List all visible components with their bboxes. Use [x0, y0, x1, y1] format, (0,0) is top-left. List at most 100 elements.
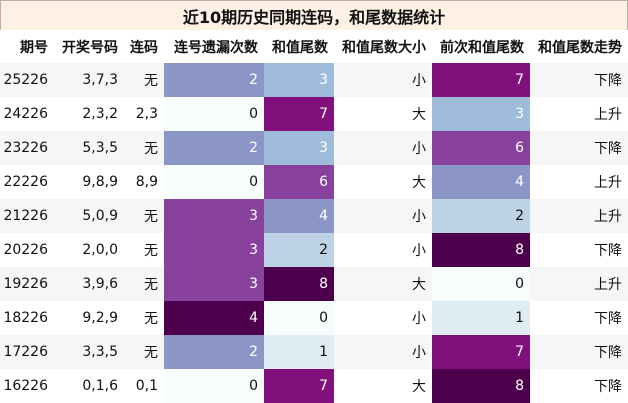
header-sum-tail: 和值尾数 — [264, 30, 334, 63]
table-row: 21226 5,0,9 无 3 4 小 2 上升 — [0, 199, 628, 233]
cell-sum-tail: 6 — [264, 165, 334, 199]
cell-trend: 下降 — [530, 63, 628, 97]
cell-sum-tail: 3 — [264, 131, 334, 165]
cell-lianhao-miss: 2 — [164, 63, 264, 97]
cell-lianma: 无 — [124, 233, 164, 267]
table-row: 25226 3,7,3 无 2 3 小 7 下降 — [0, 63, 628, 97]
cell-trend: 上升 — [530, 199, 628, 233]
cell-size: 大 — [334, 165, 432, 199]
cell-trend: 下降 — [530, 301, 628, 335]
cell-prev-tail: 3 — [432, 97, 530, 131]
cell-lianhao-miss: 4 — [164, 301, 264, 335]
table-row: 23226 5,3,5 无 2 3 小 6 下降 — [0, 131, 628, 165]
cell-size: 小 — [334, 199, 432, 233]
cell-lianma: 无 — [124, 267, 164, 301]
cell-trend: 下降 — [530, 131, 628, 165]
cell-size: 大 — [334, 97, 432, 131]
cell-prev-tail: 8 — [432, 233, 530, 267]
cell-numbers: 9,2,9 — [54, 301, 124, 335]
cell-lianhao-miss: 2 — [164, 335, 264, 369]
cell-issue: 18226 — [0, 301, 54, 335]
cell-lianhao-miss: 3 — [164, 267, 264, 301]
table-row: 17226 3,3,5 无 2 1 小 7 下降 — [0, 335, 628, 369]
header-lianma: 连码 — [124, 30, 164, 63]
cell-size: 小 — [334, 335, 432, 369]
cell-trend: 下降 — [530, 233, 628, 267]
cell-numbers: 3,3,5 — [54, 335, 124, 369]
header-prev-tail: 前次和值尾数 — [432, 30, 530, 63]
cell-size: 大 — [334, 267, 432, 301]
table-body: 25226 3,7,3 无 2 3 小 7 下降 24226 2,3,2 2,3 0 7 大 3 上升 2322… — [0, 63, 628, 403]
table-row: 20226 2,0,0 无 3 2 小 8 下降 — [0, 233, 628, 267]
cell-trend: 上升 — [530, 97, 628, 131]
cell-issue: 20226 — [0, 233, 54, 267]
cell-lianma: 无 — [124, 301, 164, 335]
cell-sum-tail: 8 — [264, 267, 334, 301]
table-title: 近10期历史同期连码，和尾数据统计 — [0, 0, 628, 32]
header-trend: 和值尾数走势 — [530, 30, 628, 63]
table-row: 22226 9,8,9 8,9 0 6 大 4 上升 — [0, 165, 628, 199]
cell-issue: 19226 — [0, 267, 54, 301]
table-row: 16226 0,1,6 0,1 0 7 大 8 下降 — [0, 369, 628, 403]
header-row: 期号 开奖号码 连码 连号遗漏次数 和值尾数 和值尾数大小 前次和值尾数 和值尾… — [0, 30, 628, 63]
cell-issue: 17226 — [0, 335, 54, 369]
cell-lianma: 无 — [124, 199, 164, 233]
cell-prev-tail: 4 — [432, 165, 530, 199]
cell-trend: 下降 — [530, 369, 628, 403]
cell-numbers: 2,0,0 — [54, 233, 124, 267]
cell-prev-tail: 8 — [432, 369, 530, 403]
cell-issue: 23226 — [0, 131, 54, 165]
cell-lianma: 0,1 — [124, 369, 164, 403]
header-issue: 期号 — [0, 30, 54, 63]
cell-prev-tail: 2 — [432, 199, 530, 233]
cell-lianma: 无 — [124, 335, 164, 369]
cell-issue: 24226 — [0, 97, 54, 131]
cell-trend: 上升 — [530, 165, 628, 199]
stats-table: 期号 开奖号码 连码 连号遗漏次数 和值尾数 和值尾数大小 前次和值尾数 和值尾… — [0, 30, 628, 403]
cell-numbers: 5,3,5 — [54, 131, 124, 165]
cell-trend: 上升 — [530, 267, 628, 301]
cell-prev-tail: 0 — [432, 267, 530, 301]
cell-sum-tail: 3 — [264, 63, 334, 97]
cell-lianhao-miss: 2 — [164, 131, 264, 165]
cell-lianhao-miss: 0 — [164, 369, 264, 403]
cell-prev-tail: 6 — [432, 131, 530, 165]
table-row: 24226 2,3,2 2,3 0 7 大 3 上升 — [0, 97, 628, 131]
cell-sum-tail: 7 — [264, 369, 334, 403]
table-row: 18226 9,2,9 无 4 0 小 1 下降 — [0, 301, 628, 335]
cell-numbers: 5,0,9 — [54, 199, 124, 233]
cell-issue: 25226 — [0, 63, 54, 97]
header-size: 和值尾数大小 — [334, 30, 432, 63]
cell-lianma: 8,9 — [124, 165, 164, 199]
cell-size: 小 — [334, 233, 432, 267]
table-row: 19226 3,9,6 无 3 8 大 0 上升 — [0, 267, 628, 301]
cell-sum-tail: 0 — [264, 301, 334, 335]
cell-numbers: 3,9,6 — [54, 267, 124, 301]
cell-issue: 21226 — [0, 199, 54, 233]
cell-lianhao-miss: 3 — [164, 233, 264, 267]
cell-numbers: 0,1,6 — [54, 369, 124, 403]
cell-prev-tail: 1 — [432, 301, 530, 335]
header-lianhao-miss: 连号遗漏次数 — [164, 30, 264, 63]
cell-prev-tail: 7 — [432, 335, 530, 369]
cell-lianma: 无 — [124, 63, 164, 97]
cell-sum-tail: 7 — [264, 97, 334, 131]
cell-size: 小 — [334, 131, 432, 165]
cell-numbers: 9,8,9 — [54, 165, 124, 199]
cell-numbers: 2,3,2 — [54, 97, 124, 131]
cell-size: 小 — [334, 301, 432, 335]
header-numbers: 开奖号码 — [54, 30, 124, 63]
cell-trend: 下降 — [530, 335, 628, 369]
cell-size: 大 — [334, 369, 432, 403]
cell-prev-tail: 7 — [432, 63, 530, 97]
cell-lianma: 2,3 — [124, 97, 164, 131]
cell-issue: 22226 — [0, 165, 54, 199]
cell-numbers: 3,7,3 — [54, 63, 124, 97]
cell-sum-tail: 1 — [264, 335, 334, 369]
cell-lianhao-miss: 0 — [164, 97, 264, 131]
cell-lianhao-miss: 3 — [164, 199, 264, 233]
cell-lianhao-miss: 0 — [164, 165, 264, 199]
cell-issue: 16226 — [0, 369, 54, 403]
cell-sum-tail: 2 — [264, 233, 334, 267]
cell-sum-tail: 4 — [264, 199, 334, 233]
